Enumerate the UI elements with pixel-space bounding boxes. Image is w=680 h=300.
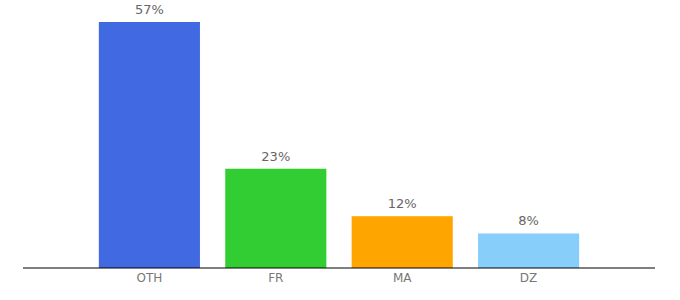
x-tick-label: DZ <box>520 271 537 285</box>
bar <box>352 216 453 268</box>
bar <box>225 169 326 268</box>
data-label: 57% <box>135 2 164 17</box>
x-tick-label: OTH <box>136 271 162 285</box>
bar <box>478 233 579 268</box>
bar <box>99 22 200 268</box>
x-tick-label: FR <box>268 271 283 285</box>
data-label: 23% <box>261 149 290 164</box>
bars <box>99 22 579 268</box>
data-label: 12% <box>388 196 417 211</box>
x-tick-label: MA <box>393 271 412 285</box>
chart: 57% OTH 23% FR 12% MA 8% DZ <box>0 0 680 300</box>
x-axis <box>23 268 655 269</box>
data-label: 8% <box>518 213 539 228</box>
